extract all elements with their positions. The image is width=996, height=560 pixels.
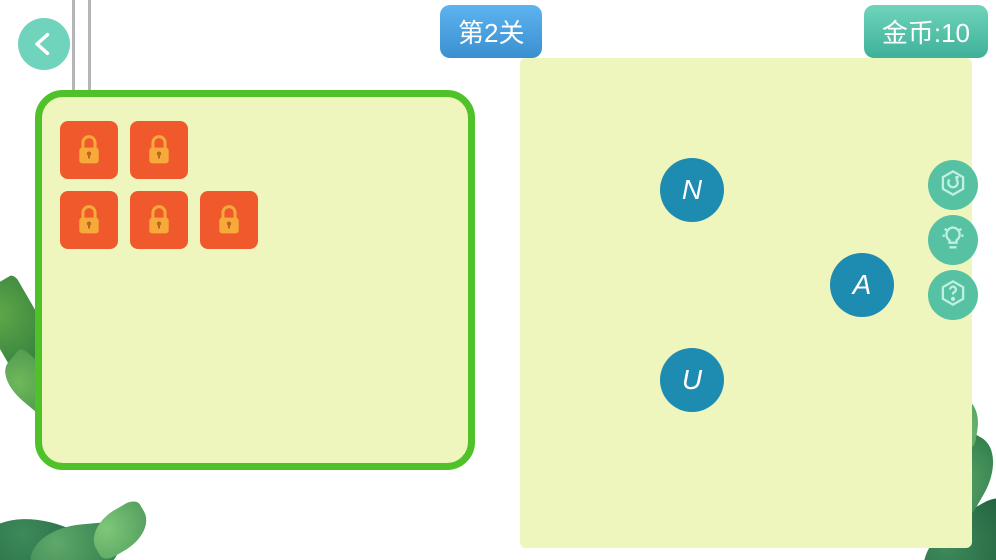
lock-icon (144, 203, 174, 237)
locked-letter-tile (60, 121, 118, 179)
hint-button[interactable] (928, 215, 978, 265)
level-badge: 第2关 (440, 5, 542, 58)
letter-circle-u[interactable]: U (660, 348, 724, 412)
locked-letter-tile (130, 121, 188, 179)
answer-row (60, 191, 450, 249)
lock-icon (144, 133, 174, 167)
answer-row (60, 121, 450, 179)
help-icon (939, 279, 967, 312)
help-button[interactable] (928, 270, 978, 320)
coins-badge[interactable]: 金币:10 (864, 5, 988, 58)
back-button[interactable] (18, 18, 70, 70)
locked-letter-tile (130, 191, 188, 249)
letter-circle-n[interactable]: N (660, 158, 724, 222)
answer-panel (35, 90, 475, 470)
refresh-button[interactable] (928, 160, 978, 210)
locked-letter-tile (60, 191, 118, 249)
bg-line (88, 0, 91, 90)
locked-letter-tile (200, 191, 258, 249)
letter-wheel-panel: N A U (520, 58, 972, 548)
bg-line (72, 0, 75, 90)
lock-icon (74, 133, 104, 167)
lock-icon (214, 203, 244, 237)
lock-icon (74, 203, 104, 237)
refresh-icon (939, 169, 967, 202)
letter-circle-a[interactable]: A (830, 253, 894, 317)
arrow-left-icon (30, 30, 58, 58)
hint-icon (939, 224, 967, 257)
